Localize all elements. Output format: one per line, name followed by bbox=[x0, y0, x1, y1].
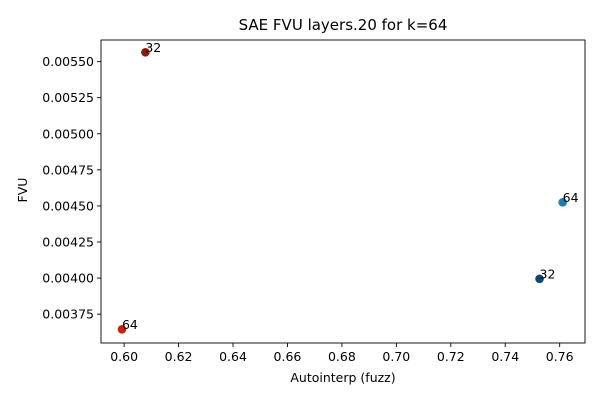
data-point bbox=[558, 198, 567, 207]
x-tick-label: 0.64 bbox=[219, 349, 247, 364]
y-tick-label: 0.00400 bbox=[42, 271, 94, 286]
x-tick-label: 0.68 bbox=[328, 349, 356, 364]
data-point bbox=[141, 47, 150, 57]
x-tick-label: 0.76 bbox=[546, 349, 574, 364]
x-tick-label: 0.74 bbox=[491, 349, 519, 364]
x-tick-label: 0.72 bbox=[437, 349, 465, 364]
y-axis-title: FVU bbox=[15, 178, 30, 203]
plot-frame bbox=[100, 39, 586, 344]
y-tick-label: 0.00475 bbox=[42, 162, 94, 177]
chart-title: SAE FVU layers.20 for k=64 bbox=[239, 16, 448, 34]
data-point-label: 64 bbox=[563, 190, 579, 205]
x-tick-label: 0.62 bbox=[165, 349, 193, 364]
data-point-label: 32 bbox=[145, 40, 161, 55]
y-tick-label: 0.00550 bbox=[42, 54, 94, 69]
plot-area: 0.60 0.62 0.64 0.66 0.68 0.70 0.72 0.74 0.76 0.00… bbox=[42, 39, 586, 364]
y-tick-label: 0.00450 bbox=[42, 198, 94, 213]
y-tick-label: 0.00375 bbox=[42, 307, 94, 322]
y-tick-label: 0.00525 bbox=[42, 90, 94, 105]
x-tick-label: 0.70 bbox=[382, 349, 410, 364]
data-point-label: 64 bbox=[122, 317, 138, 332]
x-tick-label: 0.66 bbox=[274, 349, 302, 364]
data-point bbox=[117, 324, 127, 334]
x-axis-title: Autointerp (fuzz) bbox=[290, 370, 395, 385]
x-tick-label: 0.60 bbox=[110, 349, 138, 364]
data-point bbox=[535, 274, 544, 284]
y-tick-label: 0.00425 bbox=[42, 235, 94, 250]
y-tick-label: 0.00500 bbox=[42, 126, 94, 141]
data-point-label: 32 bbox=[540, 266, 556, 281]
